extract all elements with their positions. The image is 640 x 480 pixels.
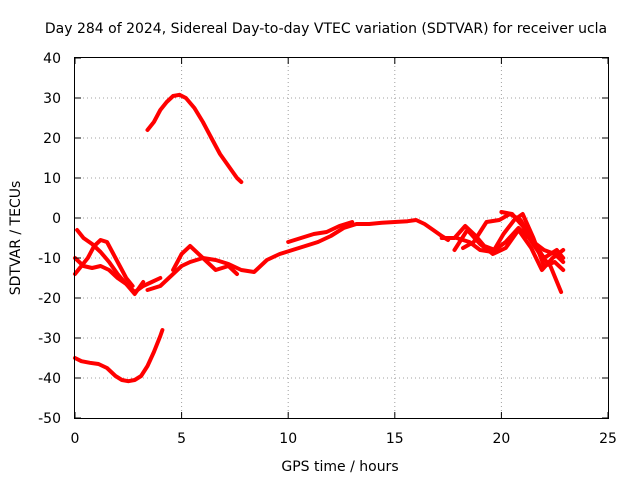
y-tick-label: 40 (43, 51, 61, 67)
series-line-arc-high (145, 92, 244, 184)
series-line-morning-c (73, 238, 135, 288)
x-tick-label: 20 (492, 431, 510, 447)
series-line-middle-upper (286, 220, 355, 244)
x-tick-labels: 0 5 10 15 20 25 (71, 431, 617, 447)
y-tick-label: -20 (38, 291, 61, 307)
y-tick-label: 20 (43, 131, 61, 147)
x-axis-label: GPS time / hours (281, 459, 398, 475)
series-line-arc-low (73, 328, 165, 384)
y-tick-label: -50 (38, 411, 61, 427)
y-axis-label: SDTVAR / TECUs (8, 181, 24, 296)
x-tick-label: 10 (279, 431, 297, 447)
chart-title: Day 284 of 2024, Sidereal Day-to-day VTE… (45, 21, 607, 37)
plot-frame (74, 57, 609, 419)
series-line-morning-a (75, 228, 163, 294)
x-tick-label: 15 (386, 431, 404, 447)
y-tick-label: -10 (38, 251, 61, 267)
y-tick-label: -30 (38, 331, 61, 347)
y-tick-labels: 40 30 20 10 0 -10 -20 -30 -40 -50 (38, 51, 61, 427)
y-tick-label: 0 (52, 211, 61, 227)
axis-ticks (74, 57, 609, 419)
x-tick-label: 25 (599, 431, 617, 447)
y-tick-label: -40 (38, 371, 61, 387)
series-line-evening-d (454, 212, 566, 272)
data-traces (73, 92, 566, 384)
series-line-middle-alt (171, 244, 239, 276)
series-line-morning-b (73, 256, 146, 296)
series-line-middle-main (145, 218, 451, 292)
y-tick-label: 30 (43, 91, 61, 107)
x-tick-label: 5 (177, 431, 186, 447)
series-line-evening-e (499, 210, 566, 264)
x-tick-label: 0 (71, 431, 80, 447)
y-tick-label: 10 (43, 171, 61, 187)
